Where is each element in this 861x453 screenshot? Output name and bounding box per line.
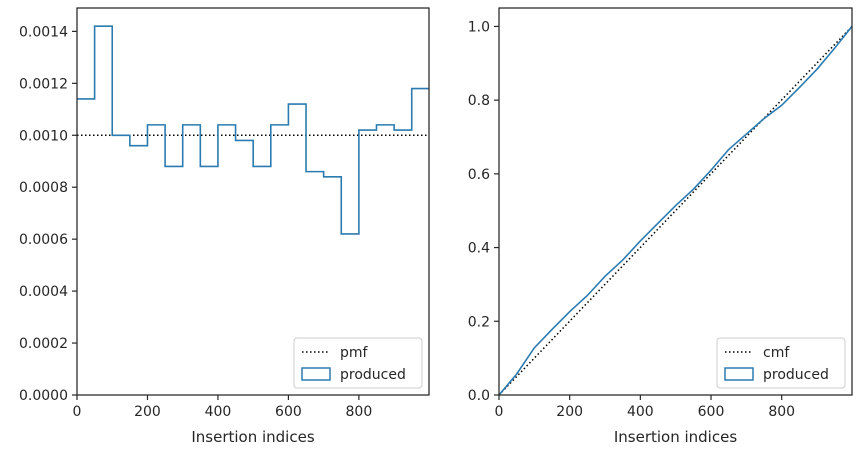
- y-tick-label: 0.6: [468, 167, 490, 183]
- x-tick-label: 200: [556, 404, 583, 420]
- axis-ticks: 0 200 400 600 800 0.0000 0.0002 0.0004 0.0006 0.0…: [19, 24, 372, 420]
- x-tick-label: 400: [205, 404, 232, 420]
- x-tick-label: 800: [768, 404, 795, 420]
- legend: cmf produced: [716, 337, 846, 389]
- legend-label-pmf: pmf: [340, 345, 369, 361]
- y-tick-label: 0.2: [468, 314, 490, 330]
- y-tick-label: 0.0010: [19, 128, 68, 144]
- legend-box: [293, 337, 423, 389]
- y-tick-label: 0.0014: [19, 24, 68, 40]
- plot-area: [77, 25, 429, 235]
- series-produced-produced: [498, 25, 853, 396]
- y-tick-label: 1.0: [468, 19, 490, 35]
- legend-label-cmf: cmf: [763, 345, 790, 361]
- y-tick-label: 0.0008: [19, 180, 68, 196]
- pmf-histogram-chart: 0 200 400 600 800 0.0000 0.0002 0.0004 0.0006 0.0…: [19, 7, 430, 446]
- x-tick-label: 800: [346, 404, 373, 420]
- x-axis-label: Insertion indices: [614, 428, 737, 446]
- legend-swatch-produced: [724, 367, 754, 381]
- cmf-cumulative-chart: 0 200 400 600 800 0.0 0.2 0.4 0.6 0.8 1.0 Insertio…: [468, 7, 853, 446]
- axes-frame: [76, 7, 430, 396]
- axis-ticks: 0 200 400 600 800 0.0 0.2 0.4 0.6 0.8 1.0: [468, 19, 795, 420]
- axes-frame: [498, 7, 853, 396]
- x-tick-label: 0: [73, 404, 82, 420]
- legend-label-produced: produced: [340, 367, 406, 383]
- y-tick-label: 0.0004: [19, 284, 68, 300]
- y-tick-label: 0.0: [468, 388, 490, 404]
- x-tick-label: 600: [698, 404, 725, 420]
- x-tick-label: 0: [495, 404, 504, 420]
- legend-label-produced: produced: [763, 367, 829, 383]
- legend-box: [716, 337, 846, 389]
- series-produced-produced: [77, 25, 429, 235]
- y-tick-label: 0.8: [468, 93, 490, 109]
- x-axis-label: Insertion indices: [191, 428, 314, 446]
- x-tick-label: 600: [275, 404, 302, 420]
- y-tick-label: 0.0012: [19, 76, 68, 92]
- legend: pmf produced: [293, 337, 423, 389]
- y-tick-label: 0.4: [468, 241, 490, 257]
- plot-area: [498, 25, 853, 396]
- y-tick-label: 0.0002: [19, 336, 68, 352]
- x-tick-label: 200: [134, 404, 161, 420]
- x-tick-label: 400: [627, 404, 654, 420]
- y-tick-label: 0.0000: [19, 388, 68, 404]
- y-tick-label: 0.0006: [19, 232, 68, 248]
- legend-swatch-produced: [301, 367, 331, 381]
- series-cmf-line: [498, 25, 853, 396]
